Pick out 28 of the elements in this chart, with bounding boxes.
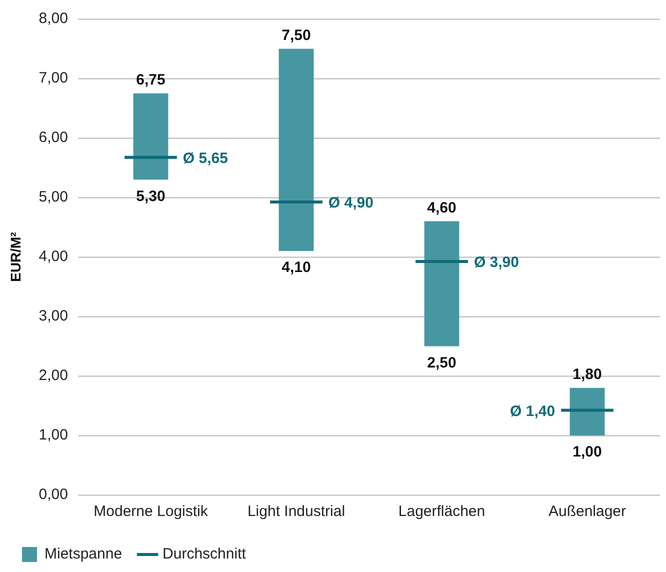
annotation: 5,30 xyxy=(136,188,166,205)
x-tick-label: Außenlager xyxy=(548,503,626,520)
y-tick-label: 0,00 xyxy=(38,486,68,504)
y-axis-title: EUR/M² xyxy=(7,232,24,282)
y-tick-label: 1,00 xyxy=(38,426,68,444)
annotation: 6,75 xyxy=(136,72,166,89)
annotation: 7,50 xyxy=(282,26,311,44)
annotation: Ø 5,65 xyxy=(182,150,228,167)
x-tick-label: Lagerflächen xyxy=(398,503,486,520)
x-tick-label: Moderne Logistik xyxy=(94,503,208,520)
y-tick-label: 4,00 xyxy=(38,248,68,266)
annotation: 4,60 xyxy=(427,199,456,216)
y-tick-label: 2,00 xyxy=(38,367,68,384)
y-tick-label: 5,00 xyxy=(38,188,68,206)
annotation: 1,00 xyxy=(572,444,602,461)
annotation: Ø 4,90 xyxy=(328,194,374,212)
y-tick-label: 8,00 xyxy=(38,10,68,28)
y-tick-label: 3,00 xyxy=(38,308,68,325)
x-tick-label: Light Industrial xyxy=(247,503,346,520)
legend-label: Durchschnitt xyxy=(162,546,247,563)
annotation: Ø 1,40 xyxy=(510,402,556,420)
y-tick-label: 7,00 xyxy=(38,70,68,87)
annotation: 1,80 xyxy=(572,366,602,384)
annotation: 4,10 xyxy=(282,259,311,276)
annotation: 2,50 xyxy=(427,354,456,372)
y-tick-label: 6,00 xyxy=(38,129,68,146)
legend-label: Mietspanne xyxy=(44,546,122,563)
annotation: Ø 3,90 xyxy=(474,254,519,272)
